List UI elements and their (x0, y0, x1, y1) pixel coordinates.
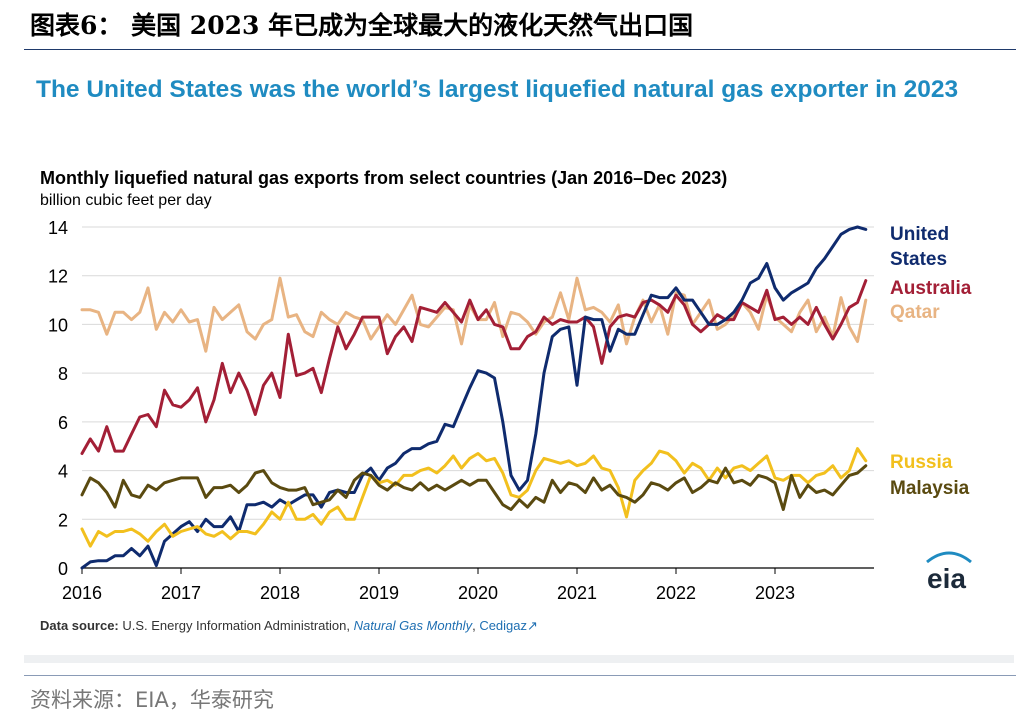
source-publication-link[interactable]: Natural Gas Monthly (353, 618, 473, 633)
y-tick-label: 4 (58, 462, 68, 482)
eia-logo: eia (919, 548, 979, 596)
legend-label-qatar: Qatar (890, 302, 940, 323)
x-tick-label: 2019 (359, 583, 399, 603)
y-tick-label: 0 (58, 559, 68, 579)
chart-title: Monthly liquefied natural gas exports fr… (40, 168, 728, 188)
panel-shadow (24, 655, 1014, 663)
x-tick-label: 2023 (755, 583, 795, 603)
y-tick-label: 8 (58, 364, 68, 384)
top-divider (24, 49, 1016, 50)
y-axis-units: billion cubic feet per day (40, 192, 212, 209)
x-tick-label: 2018 (260, 583, 300, 603)
chart-headline: The United States was the world’s larges… (36, 76, 959, 103)
series-line-australia (80, 279, 868, 455)
line-chart: 0 2 4 6 8 10 12 14 2016 2017 2018 2019 2020 2021 2022 2… (48, 218, 972, 603)
series-line-united-states (80, 225, 868, 570)
figure-title: 图表6： 美国 2023 年已成为全球最大的液化天然气出口国 (30, 11, 694, 40)
y-tick-label: 2 (58, 510, 68, 530)
chart-panel: The United States was the world’s larges… (24, 60, 1014, 660)
source-text: U.S. Energy Information Administration, (118, 618, 354, 633)
source-link-cedigaz[interactable]: Cedigaz (479, 618, 528, 633)
eia-logo-text: eia (927, 563, 966, 594)
x-tick-label: 2022 (656, 583, 696, 603)
x-tick-label: 2016 (62, 583, 102, 603)
footer-source: 资料来源：EIA，华泰研究 (30, 688, 274, 712)
legend-label-united-states: United (890, 224, 949, 245)
legend-label-russia: Russia (890, 452, 953, 473)
series-line-malaysia (80, 464, 868, 511)
y-tick-label: 6 (58, 413, 68, 433)
x-tick-label: 2020 (458, 583, 498, 603)
y-tick-label: 12 (48, 267, 68, 287)
source-separator: , (472, 618, 480, 633)
y-tick-label: 14 (48, 218, 68, 238)
x-tick-label: 2017 (161, 583, 201, 603)
x-tick-label: 2021 (557, 583, 597, 603)
legend-label-united-states: States (890, 249, 947, 270)
data-source: Data source: U.S. Energy Information Adm… (40, 618, 538, 634)
y-tick-label: 10 (48, 315, 68, 335)
bottom-divider (24, 675, 1016, 676)
series-line-russia (80, 447, 868, 548)
external-link-icon: ↗ (527, 618, 538, 633)
source-label: Data source: (40, 618, 119, 633)
legend-label-malaysia: Malaysia (890, 478, 970, 499)
legend-label-australia: Australia (890, 278, 972, 299)
